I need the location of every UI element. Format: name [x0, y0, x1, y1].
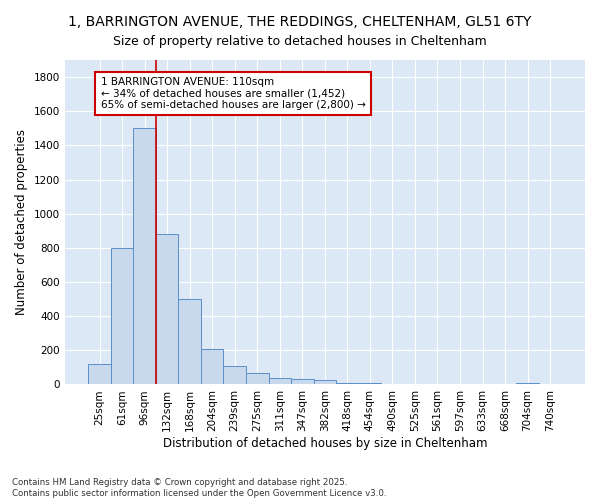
Bar: [516, 383, 539, 384]
Bar: [246, 374, 269, 384]
Bar: [223, 366, 246, 384]
Bar: [156, 234, 178, 384]
Bar: [201, 348, 223, 384]
Bar: [133, 128, 156, 384]
Bar: [336, 383, 359, 384]
Text: Size of property relative to detached houses in Cheltenham: Size of property relative to detached ho…: [113, 35, 487, 48]
Bar: [269, 378, 291, 384]
Bar: [88, 364, 111, 384]
Bar: [291, 380, 314, 384]
Text: 1 BARRINGTON AVENUE: 110sqm
← 34% of detached houses are smaller (1,452)
65% of : 1 BARRINGTON AVENUE: 110sqm ← 34% of det…: [101, 77, 365, 110]
Y-axis label: Number of detached properties: Number of detached properties: [15, 129, 28, 315]
Bar: [314, 380, 336, 384]
Text: 1, BARRINGTON AVENUE, THE REDDINGS, CHELTENHAM, GL51 6TY: 1, BARRINGTON AVENUE, THE REDDINGS, CHEL…: [68, 15, 532, 29]
Text: Contains HM Land Registry data © Crown copyright and database right 2025.
Contai: Contains HM Land Registry data © Crown c…: [12, 478, 386, 498]
Bar: [111, 248, 133, 384]
Bar: [178, 299, 201, 384]
Bar: [359, 383, 381, 384]
X-axis label: Distribution of detached houses by size in Cheltenham: Distribution of detached houses by size …: [163, 437, 487, 450]
